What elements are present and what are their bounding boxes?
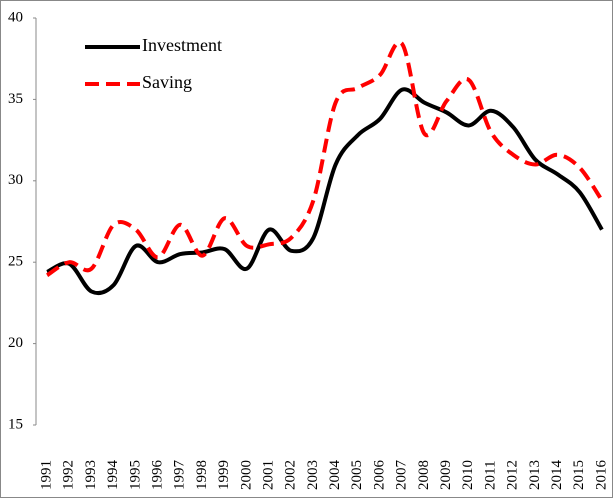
y-tick-label: 35 — [8, 91, 23, 107]
x-tick-label: 2004 — [327, 460, 343, 491]
x-tick-label: 1999 — [216, 460, 232, 490]
x-tick-label: 2014 — [549, 460, 565, 491]
x-tick-label: 2000 — [238, 460, 254, 490]
y-tick-label: 20 — [8, 335, 23, 351]
x-tick-label: 1998 — [194, 460, 210, 490]
x-tick-label: 2008 — [416, 460, 432, 490]
x-tick-label: 2010 — [460, 460, 476, 490]
y-tick-label: 40 — [8, 9, 23, 25]
x-tick-label: 2013 — [527, 460, 543, 490]
y-tick-label: 15 — [8, 416, 23, 432]
x-tick-label: 1995 — [127, 460, 143, 490]
x-tick-label: 2015 — [571, 460, 587, 490]
x-tick-label: 2007 — [394, 460, 410, 491]
y-tick-label: 30 — [8, 172, 23, 188]
legend-label: Saving — [142, 72, 192, 92]
x-tick-label: 2011 — [482, 461, 498, 490]
x-tick-label: 2001 — [260, 460, 276, 490]
x-tick-label: 2016 — [593, 460, 609, 491]
x-tick-label: 1994 — [105, 460, 121, 491]
legend-label: Investment — [142, 35, 222, 55]
x-tick-label: 2005 — [349, 460, 365, 490]
x-tick-label: 2006 — [371, 460, 387, 491]
series-line — [46, 87, 604, 296]
x-tick-label: 1997 — [172, 460, 188, 491]
x-tick-label: 2002 — [283, 460, 299, 490]
x-tick-label: 1993 — [83, 460, 99, 490]
x-tick-label: 2012 — [505, 460, 521, 490]
series-line — [45, 40, 604, 277]
y-tick-label: 25 — [8, 254, 23, 270]
x-tick-label: 1992 — [61, 460, 77, 490]
x-tick-label: 2009 — [438, 460, 454, 490]
x-tick-label: 1996 — [149, 460, 165, 491]
x-tick-label: 2003 — [305, 460, 321, 490]
x-tick-label: 1991 — [39, 460, 55, 490]
